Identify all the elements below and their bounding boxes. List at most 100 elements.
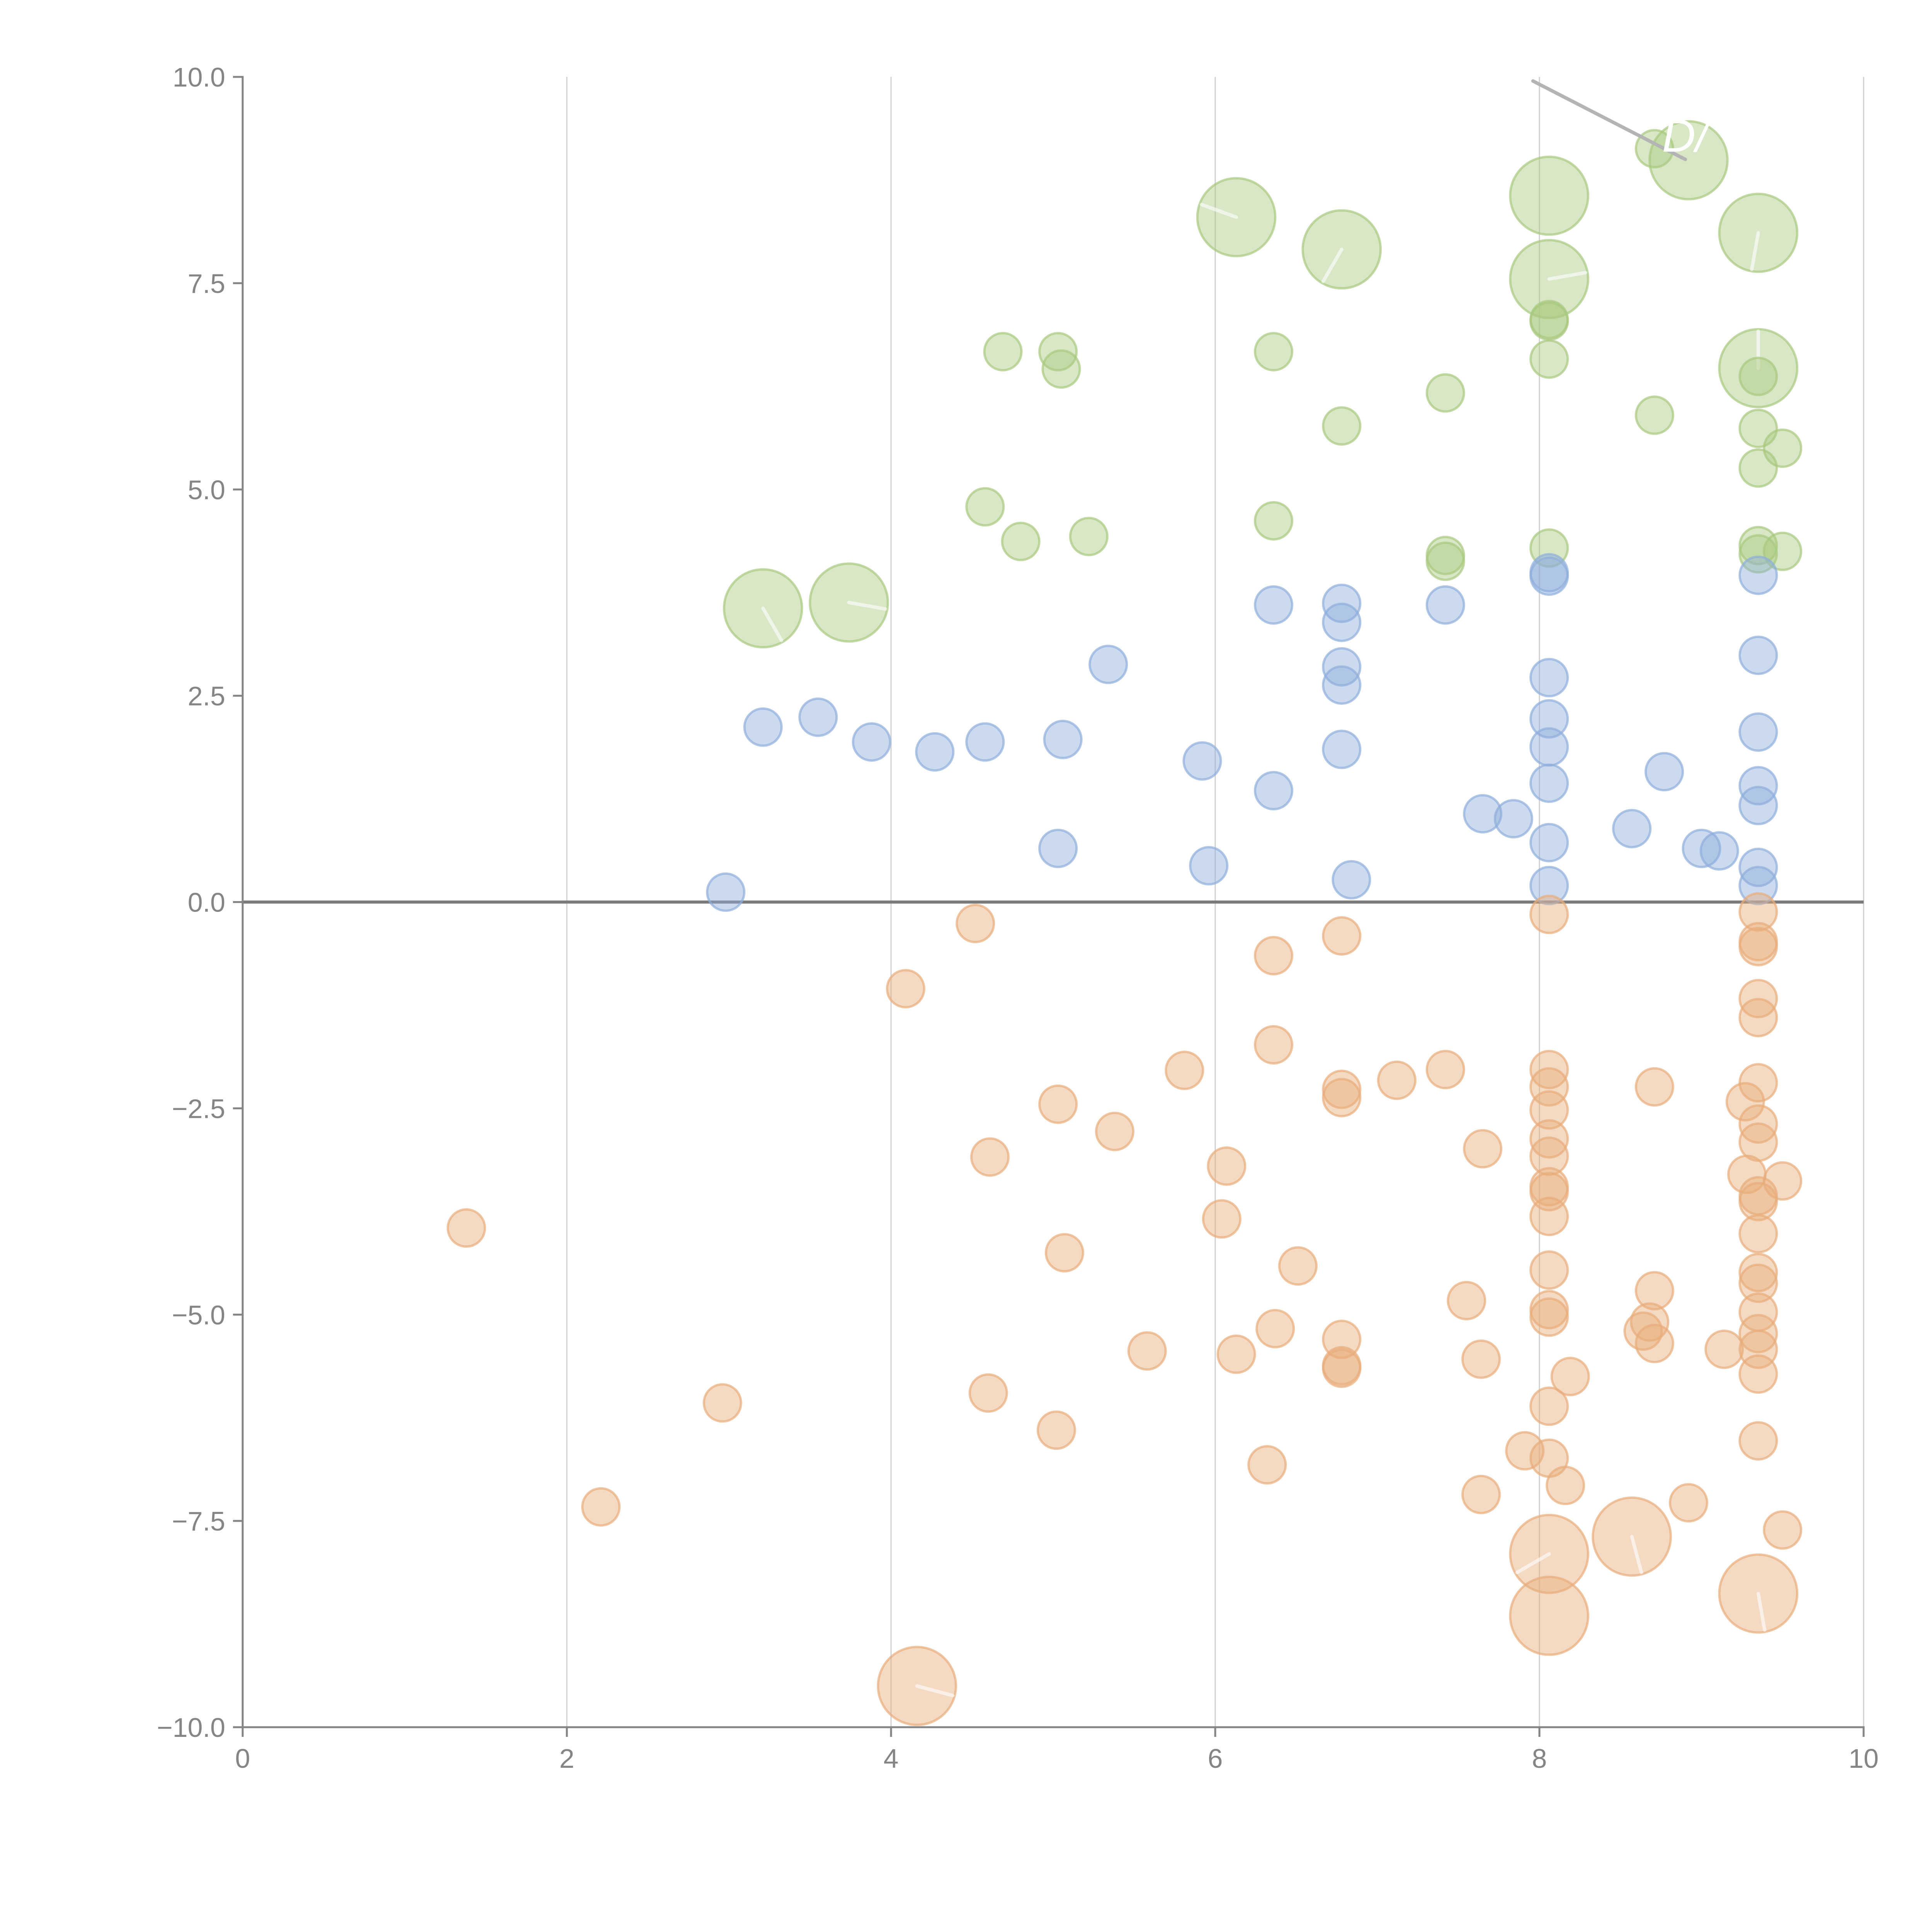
data-point-orange (1095, 1112, 1134, 1151)
data-point-blue (1612, 809, 1652, 849)
point-needle (1750, 231, 1760, 271)
annotation-leader-line (1531, 79, 1687, 162)
point-needle (1756, 1592, 1767, 1632)
data-point-orange (1127, 1331, 1167, 1371)
data-point-orange (1634, 1067, 1674, 1107)
point-needle (847, 600, 887, 611)
x-tick-label: 0 (235, 1743, 250, 1774)
data-point-orange (1216, 1334, 1256, 1374)
data-point-blue (1529, 699, 1569, 739)
data-point-blue (1645, 752, 1684, 792)
data-point-blue (1529, 866, 1569, 905)
data-point-green (1529, 301, 1569, 341)
data-point-blue (1529, 823, 1569, 862)
data-point-orange (1704, 1329, 1744, 1369)
axes (233, 76, 1865, 1737)
y-tick-label: −2.5 (172, 1094, 225, 1124)
data-point-green (1041, 349, 1081, 389)
data-point-orange (1461, 1339, 1501, 1379)
annotation-label: D/ (1662, 110, 1713, 162)
data-point-orange (702, 1383, 742, 1423)
series-blue (706, 553, 1778, 912)
data-point-orange (1738, 998, 1778, 1037)
data-point-orange (1509, 1575, 1589, 1656)
data-point-orange (1529, 1050, 1569, 1090)
series-green (723, 120, 1803, 649)
data-point-orange (1738, 892, 1778, 932)
y-tick-label: 7.5 (188, 269, 225, 299)
data-point-blue (1088, 645, 1128, 684)
x-tick-label: 4 (884, 1743, 899, 1774)
data-point-blue (1529, 763, 1569, 803)
data-point-blue (1529, 658, 1569, 697)
data-point-orange (446, 1208, 486, 1248)
data-point-orange (1738, 1421, 1778, 1461)
x-tick-label: 2 (560, 1743, 575, 1774)
data-point-blue (1043, 719, 1083, 759)
data-point-blue (852, 722, 891, 762)
data-point-orange (968, 1373, 1008, 1413)
y-tick-label: 0.0 (188, 888, 225, 918)
data-point-blue (1493, 799, 1533, 838)
data-points (446, 120, 1803, 1726)
data-point-blue (1529, 556, 1569, 596)
data-point-orange (1447, 1281, 1486, 1320)
data-point-blue (1463, 794, 1503, 834)
data-point-blue (798, 697, 838, 737)
data-point-green (1634, 395, 1674, 435)
data-point-green (1001, 522, 1041, 561)
data-point-orange (1202, 1199, 1242, 1239)
y-tick-label: −5.0 (172, 1300, 225, 1330)
data-point-orange (1738, 1122, 1778, 1162)
data-point-blue (1699, 831, 1739, 871)
y-tick-label: 5.0 (188, 475, 225, 505)
data-point-green (1763, 531, 1803, 571)
data-point-orange (1738, 1264, 1778, 1303)
data-point-orange (1634, 1323, 1674, 1363)
y-tick-label: −10.0 (157, 1713, 225, 1743)
data-point-orange (1425, 1050, 1465, 1090)
data-point-green (1648, 120, 1729, 201)
data-point-blue (915, 732, 955, 772)
data-point-blue (1425, 585, 1465, 625)
data-point-orange (1247, 1445, 1287, 1485)
point-needle (915, 1684, 955, 1697)
data-point-orange (1461, 1475, 1501, 1514)
data-point-blue (1322, 665, 1362, 705)
data-point-green (1069, 517, 1109, 556)
data-point-orange (956, 904, 995, 944)
data-point-orange (1254, 1025, 1294, 1065)
data-point-blue (1332, 860, 1371, 900)
data-point-orange (1529, 1067, 1569, 1107)
data-point-orange (1763, 1510, 1803, 1550)
data-point-green (1738, 357, 1778, 396)
data-point-orange (1322, 1349, 1362, 1388)
data-point-blue (1254, 771, 1294, 811)
data-point-orange (1668, 1483, 1708, 1523)
data-point-orange (1322, 1070, 1362, 1109)
data-point-green (1322, 406, 1362, 446)
point-needle (1630, 1535, 1643, 1574)
data-point-green (983, 332, 1023, 372)
data-point-orange (1463, 1129, 1503, 1169)
data-point-blue (965, 722, 1005, 762)
data-point-orange (1529, 1197, 1569, 1236)
data-point-blue (1738, 555, 1778, 595)
data-point-orange (1529, 1136, 1569, 1176)
point-needle (761, 606, 783, 642)
data-point-green (965, 487, 1005, 527)
data-point-orange (1529, 1250, 1569, 1290)
data-point-blue (1322, 730, 1362, 769)
data-point-green (1529, 339, 1569, 379)
data-point-orange (1725, 1082, 1765, 1122)
data-point-blue (706, 872, 746, 912)
data-point-orange (886, 969, 925, 1009)
data-point-blue (1738, 766, 1778, 806)
data-point-orange (1322, 916, 1362, 956)
x-tick-label: 8 (1532, 1743, 1547, 1774)
data-point-orange (1738, 1253, 1778, 1293)
data-point-orange (1254, 936, 1294, 976)
data-point-blue (1322, 602, 1362, 642)
x-tick-label: 6 (1208, 1743, 1223, 1774)
